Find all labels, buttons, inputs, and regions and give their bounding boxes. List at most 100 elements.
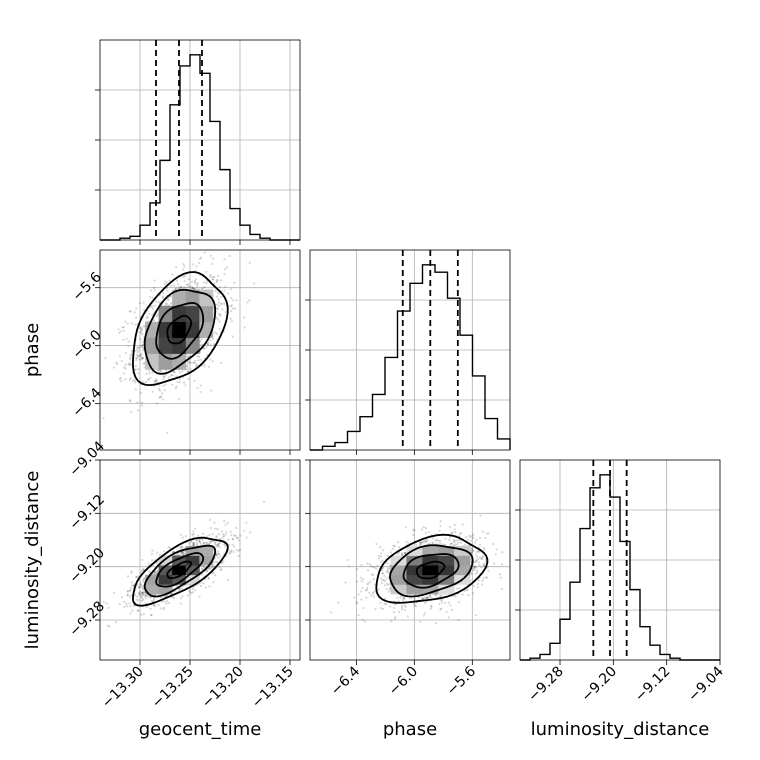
sample-point	[454, 543, 457, 546]
hist-frame	[99, 39, 301, 241]
sample-point	[156, 313, 159, 316]
sample-point	[346, 558, 349, 561]
sample-point	[202, 565, 205, 568]
sample-point	[233, 545, 236, 548]
sample-point	[142, 325, 145, 328]
sample-point	[174, 287, 177, 290]
density-cell	[185, 545, 200, 556]
sample-point	[172, 550, 175, 553]
sample-point	[447, 601, 450, 604]
sample-point	[144, 594, 148, 597]
sample-point	[171, 273, 174, 276]
sample-point	[371, 565, 374, 569]
sample-point	[248, 299, 251, 302]
sample-point	[108, 625, 111, 628]
sample-point	[141, 597, 144, 600]
sample-point	[199, 350, 202, 354]
sample-point	[423, 539, 426, 542]
sample-point	[137, 354, 140, 358]
sample-point	[193, 281, 196, 284]
sample-point	[140, 328, 144, 331]
sample-point	[237, 555, 240, 558]
sample-point	[487, 532, 490, 535]
sample-point	[432, 537, 435, 540]
sample-point	[141, 586, 144, 589]
sample-point	[198, 595, 201, 598]
sample-point	[235, 299, 238, 302]
sample-point	[182, 263, 185, 266]
sample-point	[193, 287, 197, 290]
sample-point	[413, 529, 416, 532]
sample-point	[140, 596, 143, 599]
sample-point	[430, 605, 433, 608]
sample-point	[83, 361, 85, 363]
contour-level-3	[375, 533, 489, 604]
sample-point	[181, 536, 185, 539]
sample-point	[215, 560, 218, 563]
sample-point	[164, 301, 167, 305]
sample-point	[195, 283, 198, 286]
sample-point	[195, 265, 198, 268]
sample-point	[151, 296, 154, 299]
sample-point	[372, 595, 376, 598]
sample-point	[217, 552, 220, 556]
sample-point	[487, 569, 490, 572]
sample-point	[431, 541, 434, 544]
sample-point	[211, 275, 214, 279]
sample-point	[439, 598, 442, 602]
y-tick-label: −6.4	[69, 385, 104, 420]
sample-point	[226, 521, 229, 524]
sample-point	[164, 383, 167, 386]
sample-point	[191, 287, 195, 290]
sample-point	[124, 367, 127, 370]
sample-point	[457, 618, 460, 622]
sample-point	[457, 541, 460, 544]
sample-point	[380, 581, 383, 584]
sample-point	[450, 531, 453, 535]
sample-point	[373, 590, 376, 593]
sample-point	[359, 576, 362, 579]
sample-point	[139, 331, 143, 334]
sample-point	[227, 292, 230, 295]
sample-point	[366, 562, 369, 565]
sample-point	[124, 320, 127, 323]
sample-point	[120, 359, 123, 363]
sample-point	[211, 278, 214, 281]
sample-point	[179, 287, 183, 290]
sample-point	[204, 569, 208, 572]
sample-point	[200, 581, 203, 584]
sample-point	[233, 534, 236, 537]
sample-point	[216, 279, 219, 282]
sample-point	[134, 388, 137, 391]
sample-point	[161, 392, 164, 395]
sample-point	[439, 608, 442, 611]
sample-point	[205, 282, 208, 285]
sample-point	[403, 551, 406, 554]
sample-point	[479, 514, 482, 517]
sample-point	[193, 361, 196, 364]
sample-point	[403, 551, 406, 555]
sample-point	[208, 533, 211, 537]
sample-point	[214, 289, 217, 293]
sample-point	[151, 559, 154, 562]
sample-point	[378, 554, 381, 558]
sample-point	[471, 548, 474, 551]
sample-point	[148, 369, 151, 372]
sample-point	[164, 280, 167, 283]
sample-point	[128, 595, 132, 599]
sample-point	[493, 562, 496, 565]
density-cell	[406, 555, 423, 566]
sample-point	[212, 278, 215, 281]
sample-point	[186, 365, 189, 368]
sample-point	[500, 587, 504, 591]
x-tick-label: −6.4	[328, 663, 363, 698]
sample-point	[412, 602, 415, 605]
sample-point	[248, 261, 251, 264]
sample-point	[478, 556, 482, 559]
sample-point	[441, 543, 444, 546]
sample-point	[128, 363, 131, 366]
sample-point	[423, 611, 426, 615]
sample-point	[422, 614, 426, 617]
sample-point	[157, 300, 160, 304]
sample-point	[356, 568, 359, 571]
